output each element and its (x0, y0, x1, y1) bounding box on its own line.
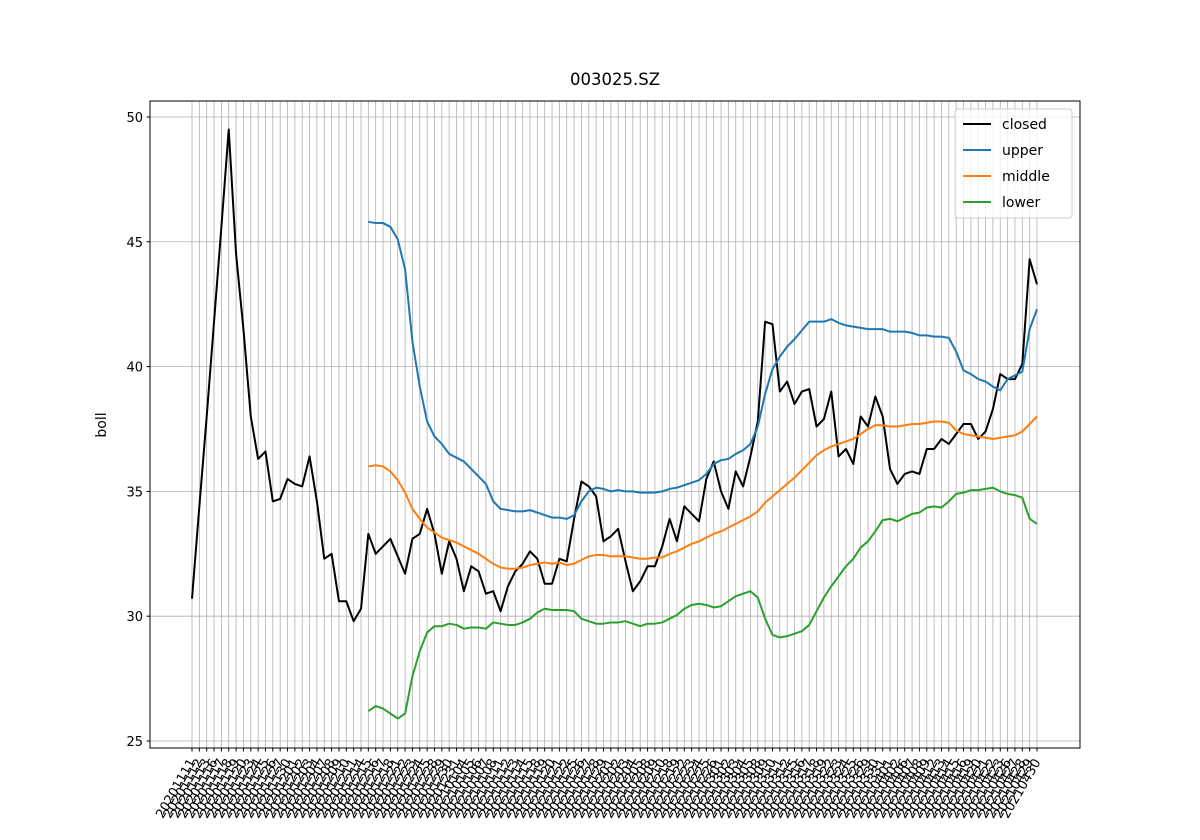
legend-box (954, 108, 1073, 219)
legend-label: upper (1002, 143, 1043, 159)
y-tick-label: 25 (126, 735, 143, 750)
plot-frame (149, 100, 1081, 749)
series-line (368, 220, 1038, 520)
legend-label: lower (1002, 195, 1041, 211)
y-tick-label: 40 (126, 361, 143, 376)
series-line (368, 415, 1038, 570)
y-tick-label: 30 (126, 610, 143, 625)
lines (191, 128, 1038, 720)
series-line (191, 128, 1038, 623)
series-line (367, 486, 1038, 720)
chart-title: 003025.SZ (570, 70, 660, 89)
y-axis-label: boll (94, 412, 110, 437)
legend: closed upper middle lower (954, 108, 1073, 219)
legend-label: middle (1002, 169, 1050, 185)
legend-label: closed (1002, 117, 1047, 133)
y-tick-label: 35 (126, 485, 143, 500)
y-tick-label: 45 (126, 236, 143, 251)
y-tick-label: 50 (126, 111, 143, 126)
